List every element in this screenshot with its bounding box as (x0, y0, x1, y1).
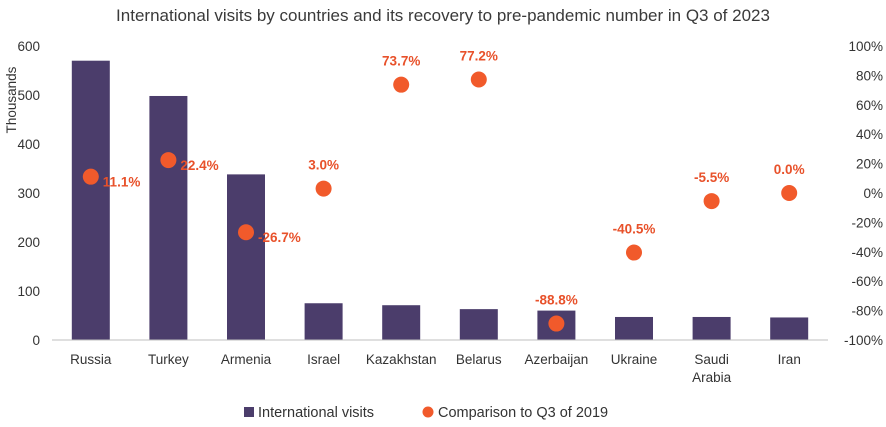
legend-swatch-comparison (422, 406, 434, 418)
y-tick-right: 0% (863, 186, 883, 201)
comparison-point (470, 71, 487, 88)
scatter-series: 11.1% 22.4% -26.7% 3.0% 73.7% 77.2% -88.8% -40.… (82, 49, 805, 332)
x-tick-label: Kazakhstan (366, 352, 437, 367)
comparison-label: 22.4% (180, 158, 218, 173)
bar (770, 317, 809, 340)
y-tick-right: 80% (856, 68, 883, 83)
bar (304, 303, 343, 340)
x-tick-label: Iran (778, 352, 801, 367)
y-axis-right: -100% -80% -60% -40% -20% 0% 20% 40% 60% 80% 100% (844, 39, 883, 348)
legend-swatch-international-visits (244, 407, 254, 417)
y-tick-right: -80% (851, 304, 883, 319)
comparison-label: 0.0% (774, 162, 805, 177)
comparison-point (315, 180, 332, 197)
comparison-point (781, 185, 798, 201)
y-tick-right: 40% (856, 127, 883, 142)
y-tick-left: 100 (17, 284, 40, 299)
comparison-point (82, 168, 99, 185)
bar-series (71, 60, 809, 340)
legend: International visits Comparison to Q3 of… (244, 405, 608, 421)
y-tick-right: 60% (856, 98, 883, 113)
bar (149, 95, 188, 340)
comparison-label: -88.8% (535, 293, 578, 308)
x-tick-label: Turkey (148, 352, 189, 367)
legend-label-international-visits: International visits (258, 405, 374, 421)
comparison-label: 3.0% (308, 158, 339, 173)
x-tick-label: Belarus (456, 352, 502, 367)
bar (71, 60, 110, 340)
x-tick-label: Russia (70, 352, 112, 367)
y-tick-right: -40% (851, 245, 883, 260)
x-tick-label: Saudi (694, 352, 729, 367)
x-tick-label: Arabia (692, 370, 732, 385)
legend-label-comparison: Comparison to Q3 of 2019 (438, 405, 608, 421)
y-tick-left: 300 (17, 186, 40, 201)
comparison-label: -26.7% (258, 230, 301, 245)
y-tick-right: 100% (848, 39, 883, 54)
y-axis-label: Thousands (4, 66, 19, 133)
y-tick-right: -20% (851, 215, 883, 230)
bar (615, 316, 653, 340)
comparison-point (548, 315, 565, 332)
comparison-label: -40.5% (613, 222, 656, 237)
comparison-label: 77.2% (460, 49, 498, 64)
bar (382, 305, 421, 340)
comparison-point (703, 193, 720, 210)
y-tick-left: 0 (32, 333, 40, 348)
comparison-label: 11.1% (103, 175, 141, 190)
y-axis-left: 0 100 200 300 400 500 600 (17, 39, 40, 348)
y-tick-right: -60% (851, 274, 883, 289)
y-tick-left: 600 (17, 39, 40, 54)
chart-title: International visits by countries and it… (116, 6, 770, 25)
y-tick-right: -100% (844, 333, 883, 348)
x-axis-ticks: Russia Turkey Armenia Israel Kazakhstan Belar… (70, 352, 801, 385)
bar (227, 174, 265, 340)
x-tick-label: Armenia (221, 352, 272, 367)
comparison-label: -5.5% (694, 170, 729, 185)
x-tick-label: Azerbaijan (525, 352, 589, 367)
y-tick-left: 500 (17, 88, 40, 103)
comparison-point (626, 244, 642, 261)
comparison-point (238, 224, 254, 241)
x-tick-label: Israel (307, 352, 340, 367)
y-tick-left: 200 (17, 235, 40, 250)
y-tick-right: 20% (856, 157, 883, 172)
comparison-point (393, 76, 410, 93)
comparison-label: 73.7% (382, 54, 420, 69)
bar (692, 316, 731, 340)
x-tick-label: Ukraine (611, 352, 658, 367)
bar (459, 309, 498, 340)
comparison-point (160, 152, 177, 169)
y-tick-left: 400 (17, 137, 40, 152)
